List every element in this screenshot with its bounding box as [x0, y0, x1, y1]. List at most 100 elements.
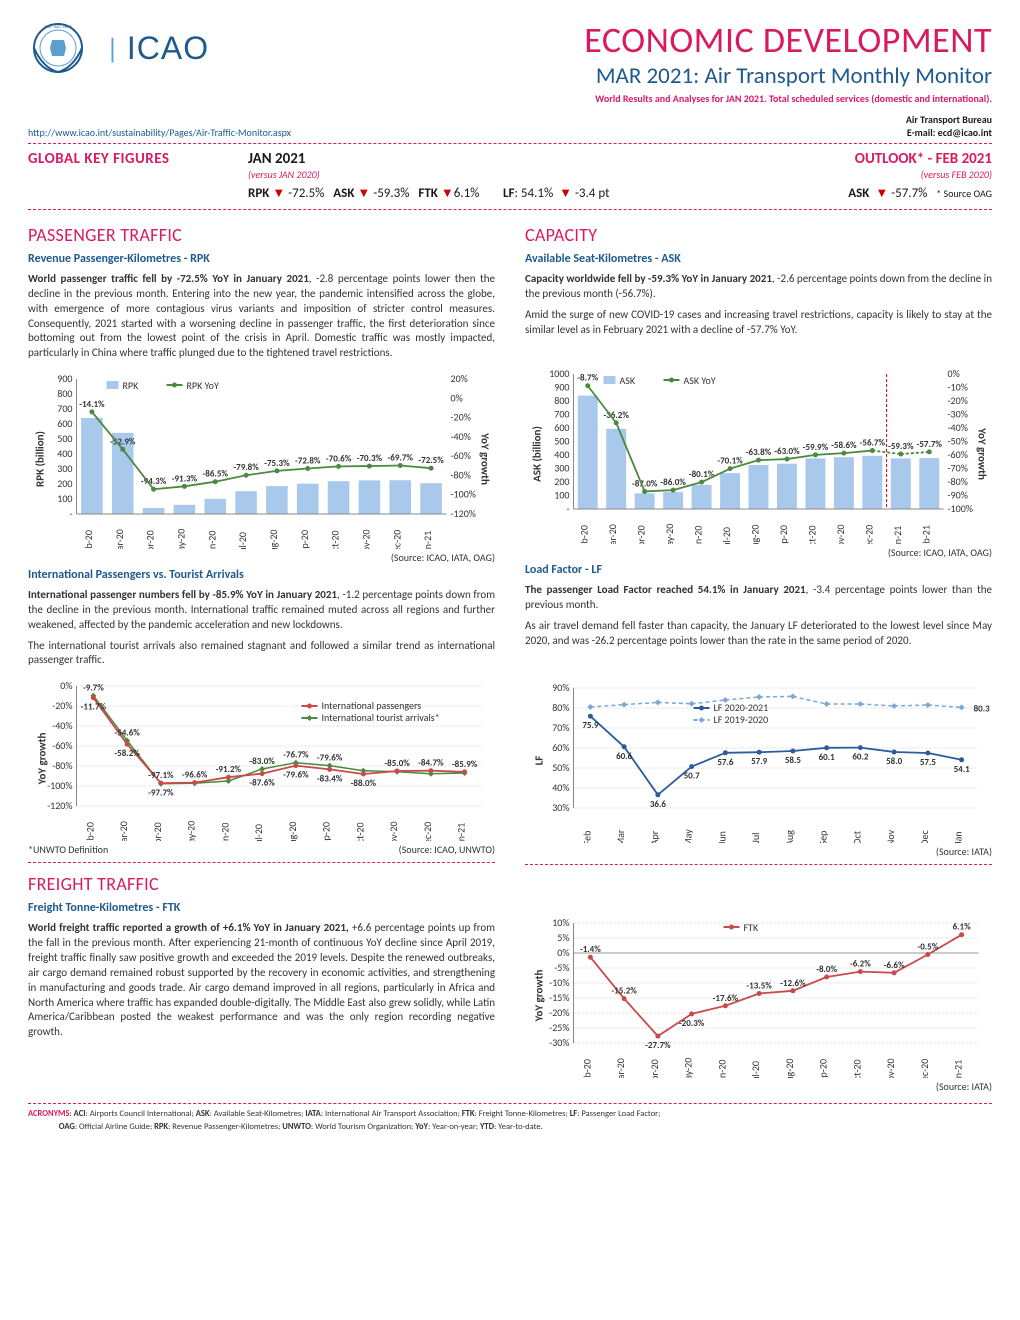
svg-text:Mar-20: Mar-20: [113, 529, 126, 549]
svg-text:Mar-20: Mar-20: [606, 525, 619, 545]
svg-text:-100%: -100%: [451, 488, 476, 501]
svg-text:-80%: -80%: [451, 468, 471, 481]
svg-text:-60%: -60%: [52, 739, 72, 752]
svg-text:30%: 30%: [552, 801, 569, 814]
svg-text:-60%: -60%: [451, 449, 471, 462]
intl-title: International Passengers vs. Tourist Arr…: [28, 568, 495, 582]
url-row: http://www.icao.int/sustainability/Pages…: [28, 113, 992, 144]
svg-text:300: 300: [554, 462, 569, 475]
svg-text:-: -: [69, 507, 72, 520]
svg-text:5%: 5%: [557, 931, 569, 944]
svg-text:-70%: -70%: [948, 462, 968, 475]
svg-text:57.6: 57.6: [717, 757, 734, 768]
svg-text:-90%: -90%: [948, 489, 968, 502]
svg-text:100: 100: [57, 492, 72, 505]
kf-label: GLOBAL KEY FIGURES: [28, 150, 228, 168]
svg-text:1000: 1000: [549, 367, 569, 380]
svg-text:60.6: 60.6: [616, 751, 633, 762]
svg-text:-17.6%: -17.6%: [713, 993, 739, 1004]
svg-text:75.9: 75.9: [582, 720, 599, 731]
svg-text:58.5: 58.5: [785, 755, 802, 766]
svg-text:Sep-20: Sep-20: [777, 525, 790, 544]
svg-text:Jan: Jan: [952, 831, 965, 843]
svg-text:-91.3%: -91.3%: [172, 473, 198, 484]
svg-text:40%: 40%: [552, 781, 569, 794]
svg-text:Jun-20: Jun-20: [715, 1059, 728, 1077]
svg-text:-85.9%: -85.9%: [452, 759, 478, 770]
svg-text:-40%: -40%: [52, 719, 72, 732]
svg-text:Jul-20: Jul-20: [252, 824, 265, 841]
svg-text:-100%: -100%: [948, 502, 973, 515]
svg-text:Mar-20: Mar-20: [614, 1058, 627, 1078]
svg-text:Jun-20: Jun-20: [205, 531, 218, 549]
svg-text:10%: 10%: [552, 916, 569, 929]
lf-source: (Source: IATA): [525, 845, 992, 865]
svg-text:-14.1%: -14.1%: [79, 399, 105, 410]
svg-text:-15.2%: -15.2%: [611, 985, 637, 996]
svg-text:May: May: [682, 828, 695, 842]
title-section: ECONOMIC DEVELOPMENT MAR 2021: Air Trans…: [584, 18, 992, 105]
svg-text:500: 500: [57, 432, 72, 445]
svg-text:Feb-20: Feb-20: [83, 822, 96, 841]
svg-text:700: 700: [57, 402, 72, 415]
bureau-info: Air Transport Bureau E-mail: ecd@icao.in…: [906, 113, 992, 139]
header: ICAO · OACI · ИКАО | ICAO ECONOMIC DEVEL…: [28, 18, 992, 105]
svg-text:400: 400: [57, 447, 72, 460]
svg-text:-83.4%: -83.4%: [317, 774, 343, 785]
svg-text:Jun-20: Jun-20: [692, 526, 705, 544]
url-link[interactable]: http://www.icao.int/sustainability/Pages…: [28, 126, 291, 139]
svg-text:60%: 60%: [552, 741, 569, 754]
svg-text:-12.6%: -12.6%: [780, 978, 806, 989]
svg-text:-25%: -25%: [549, 1021, 569, 1034]
svg-text:May-20: May-20: [682, 1057, 695, 1077]
svg-text:May-20: May-20: [663, 524, 676, 544]
intl-text1: International passenger numbers fell by …: [28, 588, 495, 633]
main-title: ECONOMIC DEVELOPMENT: [584, 18, 992, 62]
svg-text:Jan-21: Jan-21: [952, 1060, 965, 1078]
svg-text:Aug: Aug: [783, 830, 796, 843]
svg-text:Feb-20: Feb-20: [580, 1059, 593, 1078]
svg-text:-70.6%: -70.6%: [326, 453, 352, 464]
svg-text:-80%: -80%: [948, 475, 968, 488]
svg-text:-20%: -20%: [549, 1006, 569, 1019]
svg-text:58.0: 58.0: [886, 756, 903, 767]
svg-text:Dec-20: Dec-20: [390, 530, 403, 549]
rpk-chart: -100200300400500600700800900-120%-100%-8…: [28, 369, 495, 549]
svg-text:-69.7%: -69.7%: [388, 453, 414, 464]
svg-text:-40%: -40%: [451, 430, 471, 443]
svg-text:50%: 50%: [552, 761, 569, 774]
svg-text:YoY growth: YoY growth: [36, 733, 49, 786]
svg-text:-75.3%: -75.3%: [264, 458, 290, 469]
svg-text:57.9: 57.9: [751, 756, 768, 767]
svg-text:YoY growth: YoY growth: [479, 432, 492, 485]
svg-text:-0.5%: -0.5%: [917, 941, 938, 952]
ask-text2: Amid the surge of new COVID-19 cases and…: [525, 308, 992, 338]
subtitle: MAR 2021: Air Transport Monthly Monitor: [584, 62, 992, 90]
svg-text:-80%: -80%: [52, 759, 72, 772]
intl-text2: The international tourist arrivals also …: [28, 639, 495, 669]
icao-text: ICAO: [127, 30, 209, 67]
svg-text:Jul-20: Jul-20: [749, 1061, 762, 1078]
svg-text:60.1: 60.1: [819, 752, 836, 763]
svg-text:-30%: -30%: [549, 1036, 569, 1049]
svg-text:600: 600: [57, 417, 72, 430]
svg-text:-15%: -15%: [549, 991, 569, 1004]
svg-text:Nov-20: Nov-20: [387, 822, 400, 842]
svg-text:-40%: -40%: [948, 421, 968, 434]
logo-section: ICAO · OACI · ИКАО | ICAO: [28, 18, 209, 78]
svg-text:-9.7%: -9.7%: [83, 683, 104, 694]
svg-text:-8.0%: -8.0%: [816, 964, 837, 975]
ask-chart: -1002003004005006007008009001000-100%-90…: [525, 364, 992, 544]
svg-text:-120%: -120%: [47, 799, 72, 812]
svg-text:57.5: 57.5: [920, 757, 937, 768]
svg-text:Aug-20: Aug-20: [286, 822, 299, 841]
tagline: World Results and Analyses for JAN 2021.…: [584, 92, 992, 105]
svg-text:Sep: Sep: [817, 830, 830, 842]
svg-text:Aug-20: Aug-20: [783, 1058, 796, 1077]
svg-text:Dec-20: Dec-20: [862, 525, 875, 544]
svg-text:80.3: 80.3: [974, 703, 991, 714]
svg-text:-86.0%: -86.0%: [660, 477, 686, 488]
svg-text:54.1: 54.1: [954, 764, 971, 775]
lf-text1: The passenger Load Factor reached 54.1% …: [525, 583, 992, 613]
svg-text:200: 200: [554, 475, 569, 488]
